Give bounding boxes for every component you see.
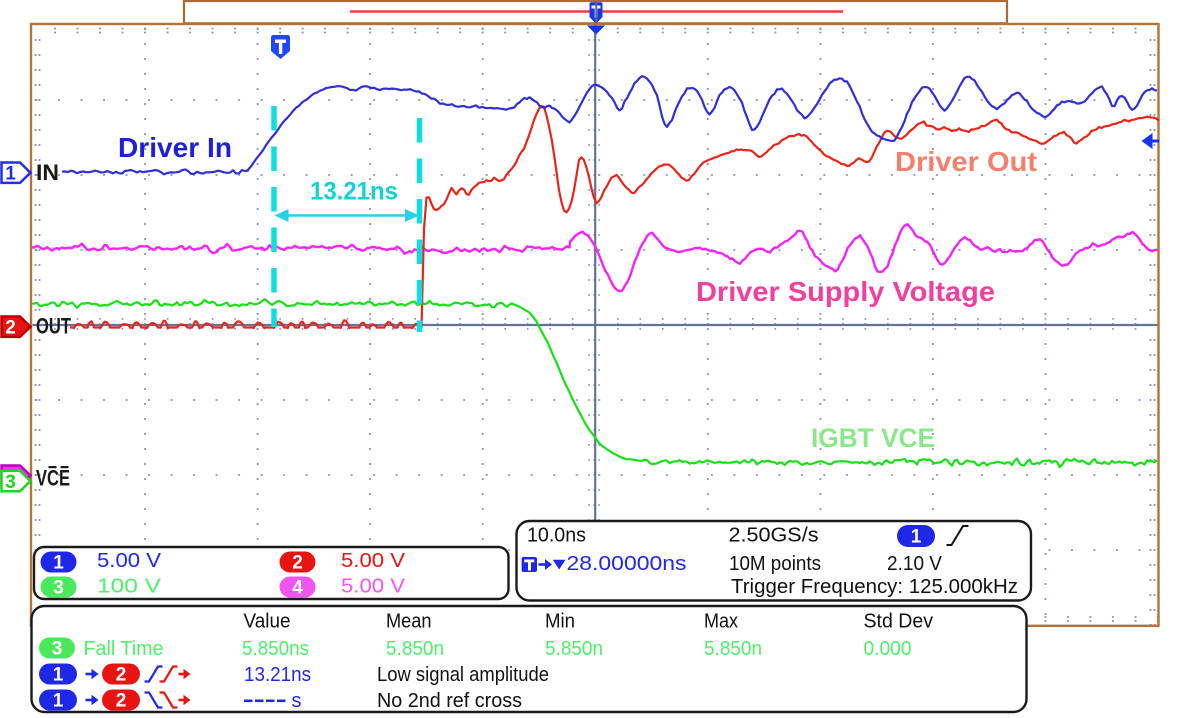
svg-text:2: 2 [292,553,303,574]
svg-text:Driver Supply Voltage: Driver Supply Voltage [696,276,995,307]
svg-text:1: 1 [53,691,64,712]
svg-text:Std Dev: Std Dev [864,611,934,633]
svg-text:2.50GS/s: 2.50GS/s [729,525,819,547]
svg-text:4: 4 [292,578,303,599]
svg-text:5.00 V: 5.00 V [97,550,162,572]
svg-text:OUT: OUT [36,314,71,339]
svg-text:0.000: 0.000 [864,638,912,660]
svg-text:1: 1 [53,553,64,574]
svg-text:28.00000ns: 28.00000ns [567,553,687,575]
svg-text:13.21ns: 13.21ns [244,664,311,686]
svg-text:s: s [292,690,302,712]
svg-text:3: 3 [53,578,64,599]
svg-text:Low signal amplitude: Low signal amplitude [377,664,549,686]
svg-text:5.00 V: 5.00 V [341,576,406,598]
svg-text:Fall Time: Fall Time [84,638,164,660]
svg-text:2: 2 [5,318,16,339]
svg-text:VCE: VCE [36,466,70,491]
svg-text:100 V: 100 V [97,576,162,598]
svg-text:10M points: 10M points [729,553,821,575]
svg-text:IN: IN [36,160,59,185]
svg-text:5.850n: 5.850n [704,638,762,660]
svg-text:1: 1 [53,665,64,686]
svg-text:Trigger Frequency: 125.000kHz: Trigger Frequency: 125.000kHz [731,576,1018,598]
svg-text:Max: Max [704,611,738,633]
svg-text:5.850n: 5.850n [545,638,603,660]
svg-text:5.850ns: 5.850ns [242,638,309,660]
svg-text:1: 1 [911,527,922,548]
svg-text:2: 2 [116,665,127,686]
svg-text:5.00 V: 5.00 V [341,550,406,572]
svg-text:1: 1 [5,164,16,185]
svg-text:No 2nd ref cross: No 2nd ref cross [377,690,522,712]
svg-text:3: 3 [5,472,16,493]
svg-text:13.21ns: 13.21ns [310,178,398,206]
svg-text:Min: Min [545,611,575,633]
svg-text:2.10 V: 2.10 V [887,553,943,575]
svg-text:Driver In: Driver In [118,132,232,163]
svg-text:IGBT VCE: IGBT VCE [811,423,935,453]
svg-text:2: 2 [116,691,127,712]
svg-text:Mean: Mean [386,611,432,633]
svg-text:Value: Value [244,611,291,633]
svg-text:10.0ns: 10.0ns [527,525,586,547]
svg-text:5.850n: 5.850n [386,638,444,660]
svg-text:Driver Out: Driver Out [895,146,1037,177]
svg-text:3: 3 [52,639,63,660]
